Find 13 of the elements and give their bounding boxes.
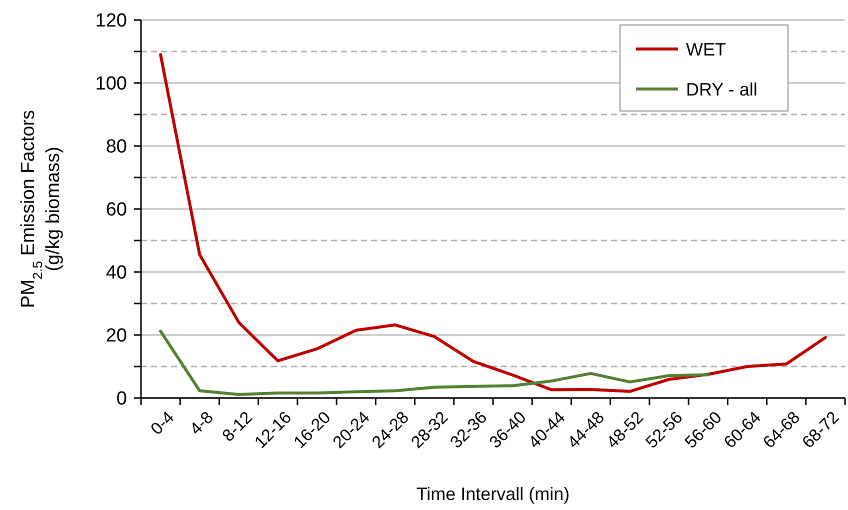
y-tick-label: 0 [116, 388, 127, 410]
y-tick-label: 100 [95, 74, 127, 95]
y-tick-label: 120 [95, 10, 127, 32]
y-tick-label: 60 [106, 200, 127, 221]
y-tick-label: 80 [106, 136, 127, 158]
legend-label: DRY - all [686, 79, 758, 100]
y-tick-label: 40 [106, 262, 127, 284]
x-tick-label: 0-4 [146, 408, 178, 439]
legend-label: WET [686, 39, 726, 60]
x-axis-title: Time Intervall (min) [416, 484, 570, 504]
x-tick-label: 4-8 [186, 408, 217, 439]
y-tick-label: 20 [106, 326, 127, 347]
line-series [159, 330, 710, 396]
